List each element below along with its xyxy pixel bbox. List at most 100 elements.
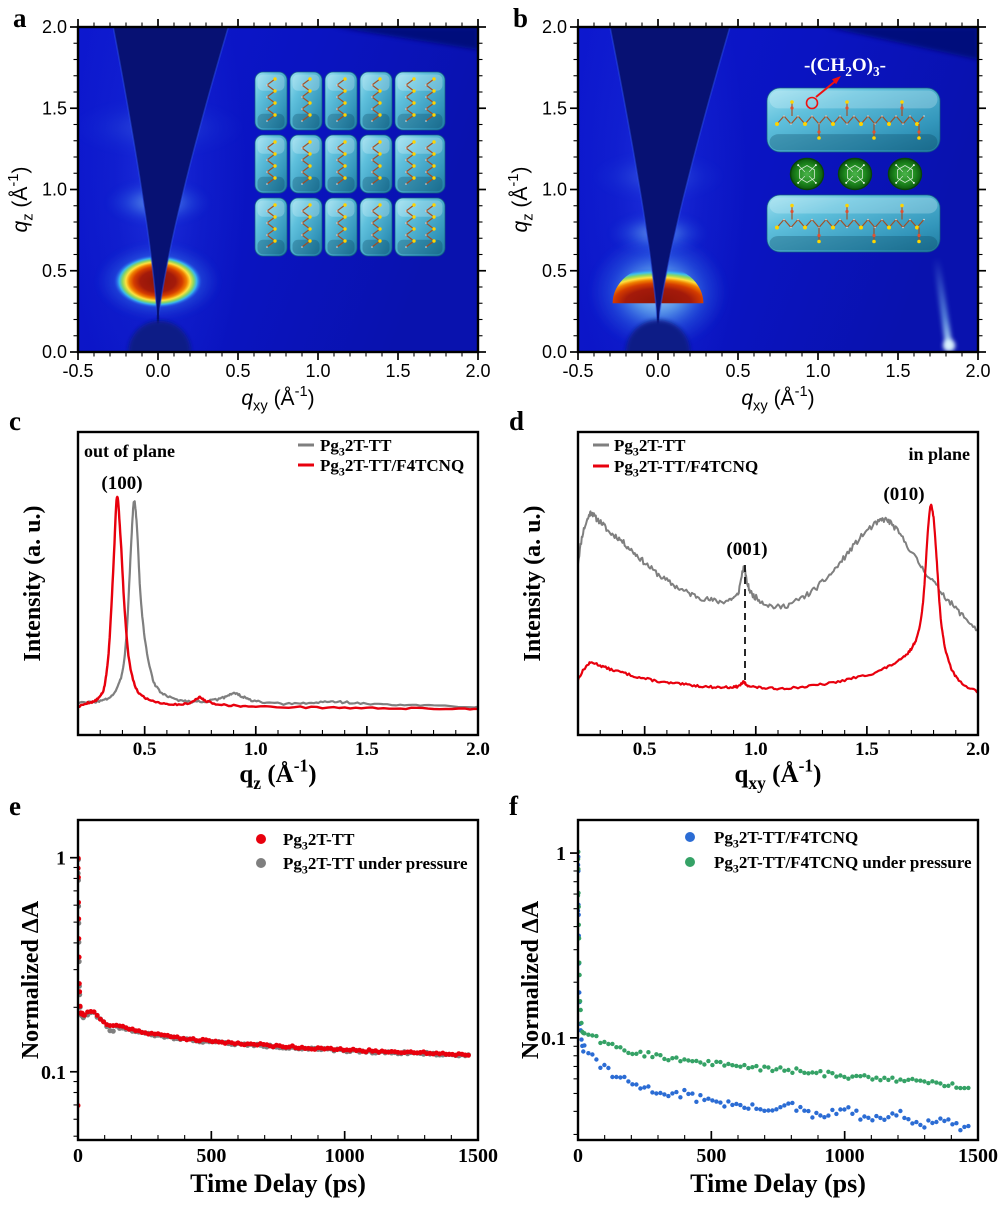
data-point-series-1 bbox=[870, 1077, 875, 1082]
data-point-series-0 bbox=[794, 1108, 799, 1113]
peak-annotation: (100) bbox=[101, 473, 142, 494]
data-point-series-0 bbox=[910, 1121, 915, 1126]
x-tick-label: 2.0 bbox=[465, 361, 490, 381]
sulfur-atom bbox=[412, 140, 416, 144]
hydrogen-atom bbox=[839, 115, 841, 117]
sulfur-atom bbox=[343, 239, 347, 243]
data-point-series-1 bbox=[79, 899, 81, 905]
data-point-series-1 bbox=[582, 1031, 587, 1036]
polymer-slab bbox=[324, 197, 358, 257]
data-point-series-1 bbox=[826, 1069, 831, 1074]
sulfur-atom bbox=[273, 215, 277, 219]
hydrogen-atom bbox=[266, 183, 268, 185]
slab-shadow bbox=[769, 134, 938, 151]
data-point-series-1 bbox=[942, 1083, 947, 1089]
annotation-circle bbox=[805, 96, 819, 110]
x-tick-label: 500 bbox=[696, 1145, 726, 1167]
y-tick-label: 0.5 bbox=[542, 261, 567, 281]
hydrogen-atom bbox=[811, 218, 813, 221]
oxygen-atom bbox=[845, 209, 849, 214]
f4tcnq-molecule bbox=[887, 157, 923, 191]
data-point-series-1 bbox=[579, 999, 583, 1004]
data-point-series-0 bbox=[886, 1115, 891, 1120]
sulfur-atom bbox=[273, 113, 277, 117]
oxygen-atom bbox=[817, 130, 821, 134]
molecule-bond bbox=[798, 165, 806, 173]
data-point-series-0 bbox=[581, 1049, 586, 1054]
y-tick-label: 1.0 bbox=[42, 180, 67, 200]
sulfur-atom bbox=[343, 101, 347, 105]
data-point-series-1 bbox=[858, 1074, 863, 1079]
sulfur-atom bbox=[273, 140, 277, 144]
hydrogen-atom bbox=[301, 246, 303, 248]
sulfur-atom bbox=[273, 164, 277, 168]
data-point-series-0 bbox=[826, 1113, 831, 1118]
hydrogen-atom bbox=[405, 171, 407, 173]
data-point-series-1 bbox=[802, 1070, 807, 1075]
hydrogen-atom bbox=[425, 171, 427, 173]
hydrogen-atom bbox=[336, 147, 338, 149]
data-point-series-1 bbox=[902, 1078, 907, 1084]
sulfur-atom bbox=[432, 152, 436, 156]
hydrogen-atom bbox=[825, 115, 827, 117]
x-tick-label: 1.5 bbox=[855, 739, 879, 760]
molecule-ring bbox=[799, 164, 815, 184]
hydrogen-atom bbox=[425, 183, 427, 185]
hydrogen-atom bbox=[266, 147, 268, 149]
data-point-series-1 bbox=[710, 1062, 715, 1068]
sulfur-atom bbox=[412, 176, 416, 180]
data-point-series-1 bbox=[726, 1061, 731, 1067]
axes-frame bbox=[576, 818, 980, 1142]
sulfur-atom bbox=[273, 239, 277, 243]
data-point-series-0 bbox=[866, 1115, 871, 1120]
slab-highlight bbox=[769, 90, 938, 109]
data-point-series-1 bbox=[878, 1078, 883, 1083]
data-point-series-0 bbox=[698, 1093, 703, 1098]
hydrogen-atom bbox=[405, 234, 407, 236]
hydrogen-atom bbox=[923, 218, 925, 221]
data-point-series-0 bbox=[774, 1107, 779, 1112]
data-point-series-1 bbox=[850, 1074, 855, 1079]
hydrogen-atom bbox=[336, 108, 338, 110]
x-axis-label: qz (Å-1) bbox=[239, 756, 316, 793]
data-point-series-1 bbox=[579, 849, 581, 854]
data-point-series-1 bbox=[698, 1060, 703, 1065]
sulfur-atom bbox=[432, 215, 436, 219]
data-point-series-1 bbox=[774, 1067, 779, 1072]
sulfur-atom bbox=[308, 140, 312, 144]
slab-shadow bbox=[397, 113, 443, 129]
oxygen-atom bbox=[900, 209, 904, 214]
slab-shadow bbox=[327, 239, 355, 255]
data-point-series-0 bbox=[770, 1108, 775, 1113]
data-point-series-1 bbox=[798, 1068, 803, 1074]
hydrogen-atom bbox=[853, 218, 855, 221]
x-tick-label: 0.5 bbox=[633, 739, 657, 760]
slab-shadow bbox=[362, 176, 390, 192]
hydrogen-atom bbox=[336, 222, 338, 224]
oxygen-atom bbox=[845, 106, 849, 110]
sulfur-atom bbox=[273, 176, 277, 180]
giwaxs-image bbox=[78, 27, 478, 352]
sulfur-atom bbox=[412, 77, 416, 81]
data-point-series-0 bbox=[590, 1052, 595, 1057]
sulfur-atom bbox=[308, 176, 312, 180]
legend-marker-dot bbox=[256, 834, 266, 844]
hydrogen-atom bbox=[867, 218, 869, 221]
sulfur-atom bbox=[343, 152, 347, 156]
data-point-series-0 bbox=[842, 1107, 847, 1112]
hydrogen-atom bbox=[336, 171, 338, 173]
data-point-series-1 bbox=[622, 1048, 627, 1053]
legend-label: Pg32T-TT/F4TCNQ bbox=[714, 828, 858, 851]
hydrogen-atom bbox=[301, 96, 303, 98]
sulfur-atom bbox=[412, 203, 416, 207]
data-point-series-0 bbox=[942, 1118, 947, 1124]
data-point-series-0 bbox=[606, 1065, 611, 1071]
data-point-series-0 bbox=[662, 1092, 667, 1097]
sulfur-atom bbox=[412, 215, 416, 219]
data-point-series-0 bbox=[874, 1113, 879, 1119]
polymer-slab bbox=[254, 134, 288, 194]
data-point-series-0 bbox=[706, 1096, 711, 1101]
sulfur-atom bbox=[432, 101, 436, 105]
data-point-series-0 bbox=[898, 1108, 903, 1114]
legend-label: Pg32T-TT under pressure bbox=[283, 854, 468, 877]
